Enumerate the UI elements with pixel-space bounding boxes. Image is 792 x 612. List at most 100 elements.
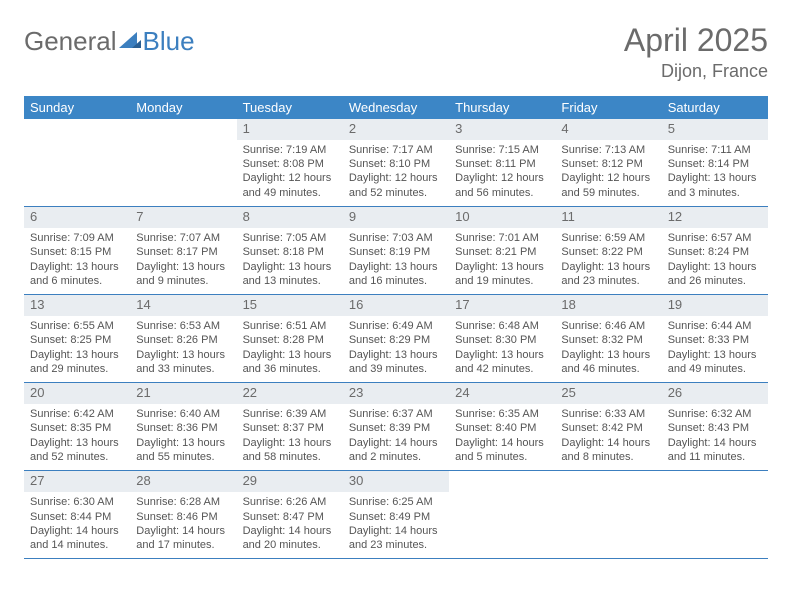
- daylight-text: Daylight: 14 hours and 17 minutes.: [136, 524, 230, 553]
- day-number: 14: [130, 295, 236, 316]
- day-cell: [24, 119, 130, 206]
- day-cell: 29Sunrise: 6:26 AMSunset: 8:47 PMDayligh…: [237, 471, 343, 558]
- day-cell: [555, 471, 661, 558]
- sunrise-text: Sunrise: 6:26 AM: [243, 495, 337, 509]
- sunrise-text: Sunrise: 6:37 AM: [349, 407, 443, 421]
- daylight-text: Daylight: 13 hours and 29 minutes.: [30, 348, 124, 377]
- day-details: Sunrise: 6:55 AMSunset: 8:25 PMDaylight:…: [24, 316, 130, 382]
- sunrise-text: Sunrise: 7:09 AM: [30, 231, 124, 245]
- header: General Blue April 2025 Dijon, France: [24, 22, 768, 82]
- sunrise-text: Sunrise: 7:11 AM: [668, 143, 762, 157]
- logo-triangle-icon: [119, 26, 141, 57]
- sunset-text: Sunset: 8:40 PM: [455, 421, 549, 435]
- sunset-text: Sunset: 8:29 PM: [349, 333, 443, 347]
- day-number: 2: [343, 119, 449, 140]
- day-details: Sunrise: 6:51 AMSunset: 8:28 PMDaylight:…: [237, 316, 343, 382]
- sunrise-text: Sunrise: 7:15 AM: [455, 143, 549, 157]
- day-details: Sunrise: 6:28 AMSunset: 8:46 PMDaylight:…: [130, 492, 236, 558]
- sunrise-text: Sunrise: 6:44 AM: [668, 319, 762, 333]
- sunset-text: Sunset: 8:43 PM: [668, 421, 762, 435]
- day-cell: 11Sunrise: 6:59 AMSunset: 8:22 PMDayligh…: [555, 207, 661, 294]
- day-number: 8: [237, 207, 343, 228]
- day-details: Sunrise: 6:53 AMSunset: 8:26 PMDaylight:…: [130, 316, 236, 382]
- daylight-text: Daylight: 13 hours and 49 minutes.: [668, 348, 762, 377]
- daylight-text: Daylight: 13 hours and 33 minutes.: [136, 348, 230, 377]
- day-number: 25: [555, 383, 661, 404]
- day-cell: 8Sunrise: 7:05 AMSunset: 8:18 PMDaylight…: [237, 207, 343, 294]
- day-cell: 10Sunrise: 7:01 AMSunset: 8:21 PMDayligh…: [449, 207, 555, 294]
- week-row: 6Sunrise: 7:09 AMSunset: 8:15 PMDaylight…: [24, 207, 768, 295]
- sunset-text: Sunset: 8:08 PM: [243, 157, 337, 171]
- day-number: [555, 471, 661, 492]
- month-title: April 2025: [624, 22, 768, 59]
- day-number: 28: [130, 471, 236, 492]
- daylight-text: Daylight: 13 hours and 26 minutes.: [668, 260, 762, 289]
- sunrise-text: Sunrise: 6:40 AM: [136, 407, 230, 421]
- day-details: Sunrise: 6:33 AMSunset: 8:42 PMDaylight:…: [555, 404, 661, 470]
- day-details: Sunrise: 6:48 AMSunset: 8:30 PMDaylight:…: [449, 316, 555, 382]
- sunset-text: Sunset: 8:25 PM: [30, 333, 124, 347]
- daylight-text: Daylight: 13 hours and 42 minutes.: [455, 348, 549, 377]
- daylight-text: Daylight: 12 hours and 49 minutes.: [243, 171, 337, 200]
- sunrise-text: Sunrise: 6:39 AM: [243, 407, 337, 421]
- daylight-text: Daylight: 13 hours and 6 minutes.: [30, 260, 124, 289]
- day-number: 4: [555, 119, 661, 140]
- daylight-text: Daylight: 13 hours and 19 minutes.: [455, 260, 549, 289]
- sunset-text: Sunset: 8:24 PM: [668, 245, 762, 259]
- daylight-text: Daylight: 13 hours and 9 minutes.: [136, 260, 230, 289]
- daylight-text: Daylight: 14 hours and 2 minutes.: [349, 436, 443, 465]
- day-cell: 13Sunrise: 6:55 AMSunset: 8:25 PMDayligh…: [24, 295, 130, 382]
- sunset-text: Sunset: 8:30 PM: [455, 333, 549, 347]
- daylight-text: Daylight: 12 hours and 56 minutes.: [455, 171, 549, 200]
- day-number: 7: [130, 207, 236, 228]
- day-cell: 20Sunrise: 6:42 AMSunset: 8:35 PMDayligh…: [24, 383, 130, 470]
- day-cell: 16Sunrise: 6:49 AMSunset: 8:29 PMDayligh…: [343, 295, 449, 382]
- week-row: 27Sunrise: 6:30 AMSunset: 8:44 PMDayligh…: [24, 471, 768, 559]
- sunrise-text: Sunrise: 7:13 AM: [561, 143, 655, 157]
- day-cell: 12Sunrise: 6:57 AMSunset: 8:24 PMDayligh…: [662, 207, 768, 294]
- day-cell: 22Sunrise: 6:39 AMSunset: 8:37 PMDayligh…: [237, 383, 343, 470]
- sunrise-text: Sunrise: 7:17 AM: [349, 143, 443, 157]
- sunrise-text: Sunrise: 7:07 AM: [136, 231, 230, 245]
- sunset-text: Sunset: 8:44 PM: [30, 510, 124, 524]
- sunset-text: Sunset: 8:46 PM: [136, 510, 230, 524]
- day-details: Sunrise: 7:19 AMSunset: 8:08 PMDaylight:…: [237, 140, 343, 206]
- day-number: [24, 119, 130, 140]
- day-details: Sunrise: 6:42 AMSunset: 8:35 PMDaylight:…: [24, 404, 130, 470]
- day-cell: 17Sunrise: 6:48 AMSunset: 8:30 PMDayligh…: [449, 295, 555, 382]
- daylight-text: Daylight: 13 hours and 23 minutes.: [561, 260, 655, 289]
- day-number: 20: [24, 383, 130, 404]
- daylight-text: Daylight: 13 hours and 55 minutes.: [136, 436, 230, 465]
- day-cell: 18Sunrise: 6:46 AMSunset: 8:32 PMDayligh…: [555, 295, 661, 382]
- day-number: 15: [237, 295, 343, 316]
- day-header-cell: Monday: [130, 96, 236, 119]
- daylight-text: Daylight: 13 hours and 13 minutes.: [243, 260, 337, 289]
- day-details: Sunrise: 6:32 AMSunset: 8:43 PMDaylight:…: [662, 404, 768, 470]
- day-header-row: SundayMondayTuesdayWednesdayThursdayFrid…: [24, 96, 768, 119]
- day-cell: 4Sunrise: 7:13 AMSunset: 8:12 PMDaylight…: [555, 119, 661, 206]
- sunrise-text: Sunrise: 6:28 AM: [136, 495, 230, 509]
- day-cell: 25Sunrise: 6:33 AMSunset: 8:42 PMDayligh…: [555, 383, 661, 470]
- sunset-text: Sunset: 8:47 PM: [243, 510, 337, 524]
- daylight-text: Daylight: 13 hours and 3 minutes.: [668, 171, 762, 200]
- week-row: 20Sunrise: 6:42 AMSunset: 8:35 PMDayligh…: [24, 383, 768, 471]
- daylight-text: Daylight: 13 hours and 58 minutes.: [243, 436, 337, 465]
- day-cell: 15Sunrise: 6:51 AMSunset: 8:28 PMDayligh…: [237, 295, 343, 382]
- day-number: 24: [449, 383, 555, 404]
- day-number: 11: [555, 207, 661, 228]
- day-details: Sunrise: 6:25 AMSunset: 8:49 PMDaylight:…: [343, 492, 449, 558]
- day-cell: 3Sunrise: 7:15 AMSunset: 8:11 PMDaylight…: [449, 119, 555, 206]
- daylight-text: Daylight: 14 hours and 5 minutes.: [455, 436, 549, 465]
- day-cell: 27Sunrise: 6:30 AMSunset: 8:44 PMDayligh…: [24, 471, 130, 558]
- logo: General Blue: [24, 26, 195, 57]
- location: Dijon, France: [624, 61, 768, 82]
- week-row: 1Sunrise: 7:19 AMSunset: 8:08 PMDaylight…: [24, 119, 768, 207]
- week-row: 13Sunrise: 6:55 AMSunset: 8:25 PMDayligh…: [24, 295, 768, 383]
- sunset-text: Sunset: 8:42 PM: [561, 421, 655, 435]
- day-details: Sunrise: 6:37 AMSunset: 8:39 PMDaylight:…: [343, 404, 449, 470]
- sunset-text: Sunset: 8:22 PM: [561, 245, 655, 259]
- daylight-text: Daylight: 13 hours and 16 minutes.: [349, 260, 443, 289]
- sunset-text: Sunset: 8:21 PM: [455, 245, 549, 259]
- day-number: 23: [343, 383, 449, 404]
- day-cell: [662, 471, 768, 558]
